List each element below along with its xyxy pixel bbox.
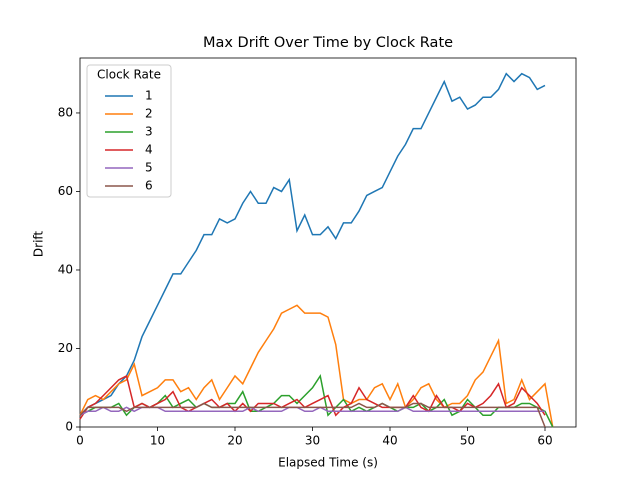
y-tick-label: 60 xyxy=(58,184,73,198)
x-tick-label: 20 xyxy=(227,434,242,448)
y-tick-label: 0 xyxy=(65,420,73,434)
x-tick-label: 60 xyxy=(537,434,552,448)
x-tick-label: 50 xyxy=(460,434,475,448)
x-tick-label: 30 xyxy=(305,434,320,448)
series-line xyxy=(79,304,554,428)
legend-label: 1 xyxy=(145,89,153,103)
axes-frame xyxy=(79,57,577,428)
y-tick-label: 20 xyxy=(58,341,73,355)
series-line xyxy=(79,374,546,420)
x-axis-label: Elapsed Time (s) xyxy=(278,456,378,470)
series-line xyxy=(79,72,546,416)
legend-label: 4 xyxy=(145,143,153,157)
legend-label: 5 xyxy=(145,161,153,175)
legend-label: 2 xyxy=(145,107,153,121)
legend-label: 3 xyxy=(145,125,153,139)
legend-label: 6 xyxy=(145,179,153,193)
series-line xyxy=(79,402,546,428)
x-tick-label: 0 xyxy=(76,434,84,448)
legend-box xyxy=(86,64,172,198)
y-tick-label: 80 xyxy=(58,105,73,119)
y-axis-label: Drift xyxy=(32,231,46,258)
x-tick-label: 10 xyxy=(150,434,165,448)
y-tick-label: 40 xyxy=(58,262,73,276)
chart-title: Max Drift Over Time by Clock Rate xyxy=(203,35,453,51)
legend-title: Clock Rate xyxy=(97,68,161,82)
x-tick-label: 40 xyxy=(382,434,397,448)
